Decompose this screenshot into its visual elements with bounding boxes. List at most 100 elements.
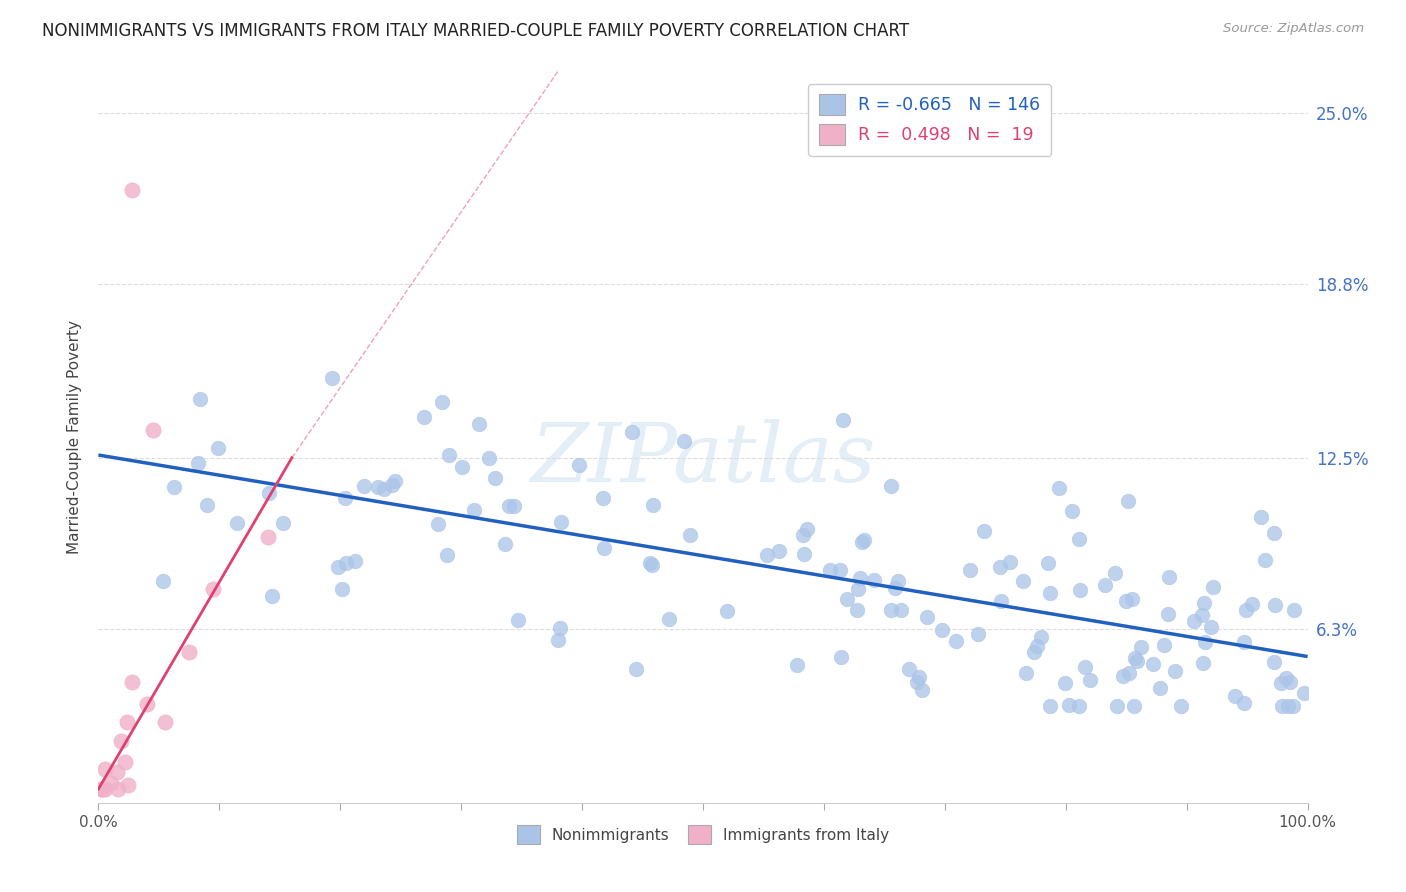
Point [110,733,132,747]
Point [550,515,572,529]
Point [1142,657,1164,672]
Point [547,633,569,648]
Point [503,500,526,514]
Point [641,558,664,573]
Point [1157,607,1180,621]
Point [451,460,474,475]
Point [905,675,928,690]
Point [260,590,283,604]
Point [153,715,176,730]
Point [820,563,842,577]
Point [1271,699,1294,714]
Point [91,782,114,797]
Point [1157,570,1180,584]
Point [988,560,1011,574]
Point [353,478,375,492]
Point [1121,592,1143,607]
Point [931,623,953,637]
Point [967,627,990,641]
Point [207,441,229,455]
Point [908,670,931,684]
Point [1270,675,1292,690]
Point [1067,532,1090,546]
Point [959,563,981,577]
Point [1125,650,1147,665]
Point [716,604,738,618]
Point [195,498,218,512]
Point [624,662,647,676]
Point [1292,685,1315,699]
Point [498,500,520,514]
Point [1074,660,1097,674]
Point [1199,620,1222,634]
Point [1184,614,1206,628]
Point [271,516,294,531]
Point [381,478,404,492]
Point [1130,640,1153,655]
Point [1282,603,1305,617]
Point [973,524,995,538]
Point [756,549,779,563]
Point [1122,699,1144,714]
Point [568,458,591,472]
Point [436,548,458,562]
Point [1250,510,1272,524]
Point [990,593,1012,607]
Point [846,582,869,596]
Point [333,491,356,505]
Point [1054,676,1077,690]
Point [430,394,453,409]
Point [100,775,122,789]
Point [1274,671,1296,685]
Point [1107,699,1129,714]
Point [768,544,790,558]
Point [786,658,808,673]
Point [1278,674,1301,689]
Point [508,613,530,627]
Point [179,645,201,659]
Point [1263,526,1285,541]
Point [1069,699,1091,714]
Point [373,483,395,497]
Point [852,533,875,547]
Point [1194,596,1216,610]
Point [849,571,872,585]
Point [226,516,249,530]
Point [831,413,853,427]
Point [257,486,280,500]
Point [328,559,350,574]
Text: Source: ZipAtlas.com: Source: ZipAtlas.com [1223,22,1364,36]
Point [117,779,139,793]
Point [335,557,357,571]
Point [163,481,186,495]
Point [1254,552,1277,566]
Text: NONIMMIGRANTS VS IMMIGRANTS FROM ITALY MARRIED-COUPLE FAMILY POVERTY CORRELATION: NONIMMIGRANTS VS IMMIGRANTS FROM ITALY M… [42,22,910,40]
Point [1126,654,1149,668]
Point [673,434,696,448]
Point [1264,599,1286,613]
Point [1170,699,1192,714]
Point [367,480,389,494]
Point [837,591,859,606]
Point [1149,681,1171,695]
Point [1039,586,1062,600]
Point [1069,582,1091,597]
Point [256,530,278,544]
Point [478,450,501,465]
Text: ZIPatlas: ZIPatlas [530,419,876,499]
Point [796,522,818,536]
Point [1094,577,1116,591]
Point [889,603,911,617]
Point [880,479,903,493]
Point [917,609,939,624]
Point [90,782,112,797]
Point [1057,698,1080,713]
Point [1202,580,1225,594]
Point [1153,638,1175,652]
Point [135,697,157,711]
Point [1191,656,1213,670]
Point [1011,574,1033,588]
Point [548,621,571,635]
Point [1241,598,1264,612]
Point [863,573,886,587]
